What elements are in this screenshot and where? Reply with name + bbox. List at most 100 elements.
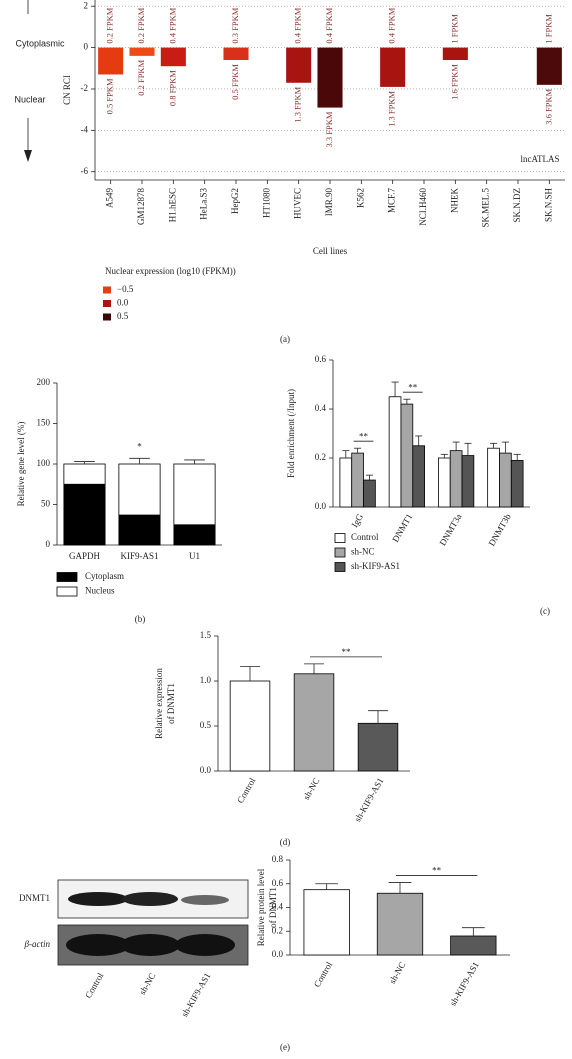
nuclear-fpkm-label: 3.3 FPKM bbox=[324, 111, 334, 147]
cytoplasmic-fpkm-label: 0.4 FPKM bbox=[387, 7, 397, 43]
x-tick-label: IMR.90 bbox=[324, 188, 334, 217]
x-tick-label: GAPDH bbox=[69, 551, 101, 561]
bar bbox=[450, 935, 497, 956]
cytoplasmic-fpkm-label: 1 FPKM bbox=[543, 14, 553, 44]
bar bbox=[442, 47, 468, 60]
bar bbox=[510, 460, 524, 508]
blot-band bbox=[68, 892, 128, 906]
nuclear-fpkm-label: 0.5 FPKM bbox=[230, 64, 240, 100]
y-tick-label: 0.6 bbox=[272, 878, 284, 888]
bar bbox=[223, 47, 249, 60]
bar-segment bbox=[118, 463, 161, 516]
nuclear-fpkm-label: 3.6 FPKM bbox=[543, 88, 553, 124]
cytoplasmic-fpkm-label: 0.4 FPKM bbox=[324, 7, 334, 43]
x-tick-label: HepG2 bbox=[230, 188, 240, 214]
bar bbox=[293, 673, 335, 772]
x-tick-label: sh-NC bbox=[301, 776, 321, 801]
x-tick-label: SK.MEL.5 bbox=[481, 188, 491, 228]
x-tick-label: NCI.H460 bbox=[418, 188, 428, 226]
y-axis-label: of DNMT1 bbox=[268, 887, 278, 928]
x-tick-label: MCF.7 bbox=[387, 188, 397, 214]
y-axis-label: Fold enrichment (/Input) bbox=[286, 389, 296, 478]
y-tick-label: 150 bbox=[37, 418, 51, 428]
legend-label: sh-NC bbox=[351, 547, 375, 557]
x-tick-label: H1.hESC bbox=[167, 188, 177, 222]
y-tick-label: -6 bbox=[81, 166, 89, 176]
y-tick-label: 2 bbox=[84, 0, 89, 10]
bar-segment bbox=[173, 463, 216, 526]
bar bbox=[449, 450, 463, 508]
legend-swatch bbox=[334, 533, 346, 543]
bar bbox=[317, 47, 343, 108]
y-tick-label: 0 bbox=[46, 539, 51, 549]
panel-label: (e) bbox=[280, 1042, 290, 1052]
y-tick-label: 0.6 bbox=[315, 354, 327, 364]
y-tick-label: 200 bbox=[37, 377, 51, 387]
significance-label: ** bbox=[342, 647, 352, 657]
cytoplasmic-fpkm-label: 1 FPKM bbox=[449, 14, 459, 44]
y-tick-label: 0.0 bbox=[315, 501, 327, 511]
bar bbox=[303, 889, 350, 956]
blot-band bbox=[66, 934, 130, 956]
bar bbox=[129, 47, 155, 56]
panel-label: (c) bbox=[540, 606, 550, 616]
legend-swatch bbox=[103, 286, 111, 294]
y-tick-label: -4 bbox=[81, 124, 89, 134]
y-axis-label: CN RCI bbox=[62, 75, 72, 105]
bar bbox=[400, 403, 414, 508]
x-tick-label: DNMT3b bbox=[486, 512, 513, 548]
blot-band bbox=[181, 895, 229, 905]
significance-label: * bbox=[137, 441, 142, 451]
legend-label: 0.0 bbox=[117, 298, 129, 308]
x-tick-label: SK.N.SH bbox=[543, 188, 553, 223]
bar-segment bbox=[63, 463, 106, 485]
bar-segment bbox=[173, 524, 216, 546]
cytoplasmic-fpkm-label: 0.4 FPKM bbox=[167, 7, 177, 43]
nuclear-fpkm-label: 1.3 FPKM bbox=[387, 90, 397, 126]
y-tick-label: 0.0 bbox=[272, 949, 284, 959]
x-tick-label: DNMT1 bbox=[390, 512, 414, 544]
x-axis-label: Cell lines bbox=[313, 246, 348, 256]
x-tick-label: HUVEC bbox=[293, 188, 303, 219]
y-tick-label: 100 bbox=[37, 458, 51, 468]
legend-label: Nucleus bbox=[85, 586, 115, 596]
y-tick-label: 0.8 bbox=[272, 854, 284, 864]
legend-label: sh-KIF9-AS1 bbox=[351, 561, 400, 571]
legend-swatch bbox=[56, 586, 78, 597]
source-label: lncATLAS bbox=[521, 154, 560, 164]
side-label: Nuclear bbox=[14, 94, 45, 104]
legend-label: 0.5 bbox=[117, 311, 129, 321]
y-tick-label: 0 bbox=[84, 42, 89, 52]
x-tick-label: DNMT3a bbox=[437, 512, 463, 547]
nuclear-fpkm-label: 0.5 FPKM bbox=[105, 78, 115, 114]
x-tick-label: sh-NC bbox=[387, 960, 407, 985]
legend-swatch bbox=[103, 313, 111, 321]
nuclear-fpkm-label: 1.6 FPKM bbox=[449, 64, 459, 100]
x-tick-label: GM12878 bbox=[136, 188, 146, 226]
cytoplasmic-fpkm-label: 0.4 FPKM bbox=[293, 7, 303, 43]
nuclear-fpkm-label: 0.8 FPKM bbox=[167, 70, 177, 106]
x-tick-label: HeLa.S3 bbox=[199, 188, 209, 220]
y-tick-label: 0.5 bbox=[200, 720, 212, 730]
panel-label: (d) bbox=[280, 837, 291, 847]
bar bbox=[376, 892, 424, 956]
x-tick-label: NHEK bbox=[449, 188, 459, 213]
legend-swatch bbox=[334, 547, 346, 558]
y-tick-label: 1.0 bbox=[200, 675, 212, 685]
arrow-head bbox=[24, 150, 32, 162]
cytoplasmic-fpkm-label: 0.2 FPKM bbox=[136, 7, 146, 43]
y-tick-label: -2 bbox=[81, 83, 89, 93]
y-tick-label: 1.5 bbox=[200, 630, 212, 640]
x-tick-label: SK.N.DZ bbox=[512, 188, 522, 223]
legend-label: −0.5 bbox=[117, 284, 134, 294]
blot-row-label: β-actin bbox=[24, 939, 51, 949]
y-tick-label: 0.2 bbox=[315, 452, 326, 462]
y-tick-label: 0.0 bbox=[200, 765, 212, 775]
bar bbox=[437, 457, 451, 508]
side-label: Cytoplasmic bbox=[15, 38, 65, 48]
y-axis-label: Relative gene level (%) bbox=[16, 422, 26, 507]
bar bbox=[351, 452, 364, 508]
blot-band bbox=[175, 934, 235, 956]
bar bbox=[536, 47, 562, 85]
significance-label: ** bbox=[432, 866, 442, 876]
